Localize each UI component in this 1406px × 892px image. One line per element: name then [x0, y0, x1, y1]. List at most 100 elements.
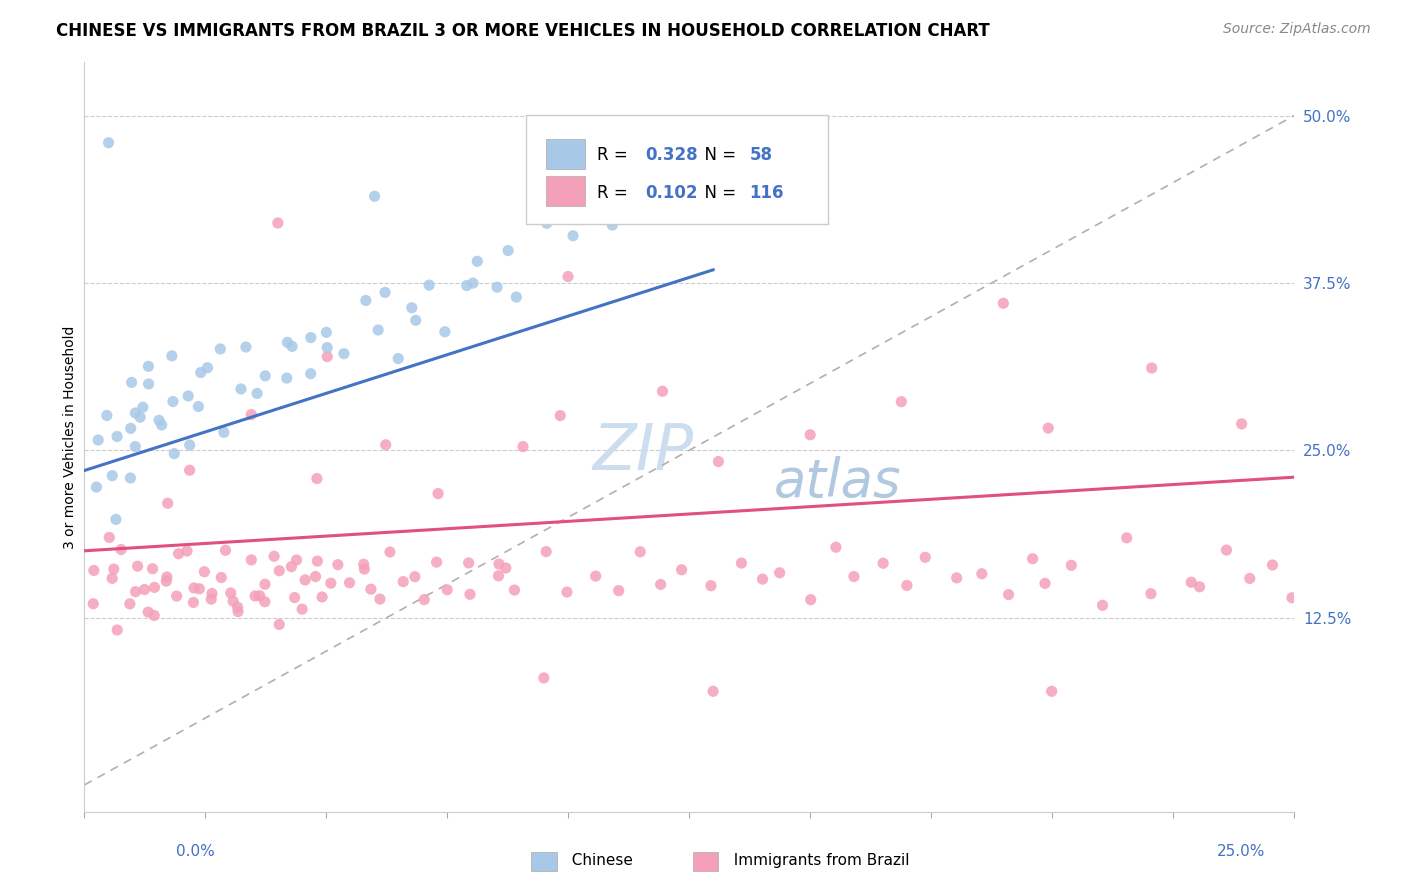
- Point: [291, 602, 314, 616]
- Point: [825, 540, 848, 554]
- Point: [702, 684, 724, 698]
- Text: 0.102: 0.102: [645, 184, 697, 202]
- Point: [240, 553, 263, 567]
- Point: [890, 394, 912, 409]
- Point: [405, 313, 427, 327]
- Text: 58: 58: [749, 146, 772, 164]
- Text: N =: N =: [693, 184, 741, 202]
- Point: [427, 486, 450, 500]
- Point: [557, 269, 579, 284]
- Point: [209, 342, 232, 356]
- Point: [1379, 657, 1402, 672]
- Text: N =: N =: [693, 146, 741, 164]
- Point: [167, 547, 190, 561]
- Text: Source: ZipAtlas.com: Source: ZipAtlas.com: [1223, 22, 1371, 37]
- Point: [281, 339, 304, 353]
- Point: [263, 549, 285, 564]
- Point: [914, 550, 936, 565]
- Point: [970, 566, 993, 581]
- Text: R =: R =: [598, 146, 633, 164]
- Text: Chinese: Chinese: [562, 854, 633, 868]
- Point: [353, 558, 375, 572]
- Point: [156, 570, 179, 584]
- Point: [945, 571, 967, 585]
- Point: [1040, 684, 1063, 698]
- Point: [188, 582, 211, 596]
- Point: [276, 335, 298, 350]
- Point: [374, 438, 396, 452]
- Point: [378, 545, 401, 559]
- Point: [368, 592, 391, 607]
- Point: [401, 301, 423, 315]
- Point: [997, 588, 1019, 602]
- Point: [156, 496, 179, 510]
- Point: [993, 296, 1015, 310]
- Point: [367, 323, 389, 337]
- Point: [800, 592, 823, 607]
- Point: [176, 544, 198, 558]
- Point: [555, 585, 578, 599]
- FancyBboxPatch shape: [547, 139, 585, 169]
- Point: [1091, 599, 1114, 613]
- Point: [426, 555, 449, 569]
- Point: [240, 408, 263, 422]
- Point: [1115, 531, 1137, 545]
- Point: [226, 600, 249, 615]
- Point: [1180, 575, 1202, 590]
- Point: [143, 608, 166, 623]
- Point: [190, 366, 212, 380]
- Point: [326, 558, 349, 572]
- Point: [799, 427, 821, 442]
- Point: [280, 559, 302, 574]
- Point: [1038, 421, 1060, 435]
- Point: [607, 583, 630, 598]
- Point: [284, 591, 307, 605]
- Point: [110, 542, 132, 557]
- Point: [235, 340, 257, 354]
- Point: [700, 579, 723, 593]
- Point: [276, 371, 298, 385]
- Point: [1140, 587, 1163, 601]
- Point: [222, 594, 245, 608]
- Text: CHINESE VS IMMIGRANTS FROM BRAZIL 3 OR MORE VEHICLES IN HOUSEHOLD CORRELATION CH: CHINESE VS IMMIGRANTS FROM BRAZIL 3 OR M…: [56, 22, 990, 40]
- Point: [1060, 558, 1083, 573]
- Point: [86, 480, 108, 494]
- Point: [201, 586, 224, 600]
- Point: [120, 471, 142, 485]
- Point: [387, 351, 409, 366]
- Point: [730, 556, 752, 570]
- Point: [305, 472, 328, 486]
- Point: [177, 389, 200, 403]
- Point: [129, 410, 152, 425]
- Point: [562, 228, 585, 243]
- Point: [363, 189, 385, 203]
- Point: [1215, 543, 1237, 558]
- Point: [179, 438, 201, 452]
- Point: [214, 543, 236, 558]
- Point: [628, 172, 651, 186]
- Point: [104, 512, 127, 526]
- Point: [495, 561, 517, 575]
- Point: [896, 578, 918, 592]
- Point: [120, 421, 142, 435]
- Point: [138, 359, 160, 374]
- Point: [134, 582, 156, 597]
- Text: 116: 116: [749, 184, 785, 202]
- Point: [436, 582, 458, 597]
- Point: [316, 350, 339, 364]
- Point: [512, 440, 534, 454]
- Point: [585, 162, 607, 177]
- Point: [1330, 711, 1353, 725]
- Point: [124, 406, 146, 420]
- Point: [105, 429, 128, 443]
- Point: [769, 566, 792, 580]
- Point: [1230, 417, 1253, 431]
- Point: [1021, 551, 1043, 566]
- Text: atlas: atlas: [773, 456, 901, 508]
- Point: [707, 454, 730, 468]
- Point: [83, 564, 105, 578]
- Point: [353, 562, 375, 576]
- Point: [166, 589, 188, 603]
- Point: [246, 386, 269, 401]
- Point: [354, 293, 377, 308]
